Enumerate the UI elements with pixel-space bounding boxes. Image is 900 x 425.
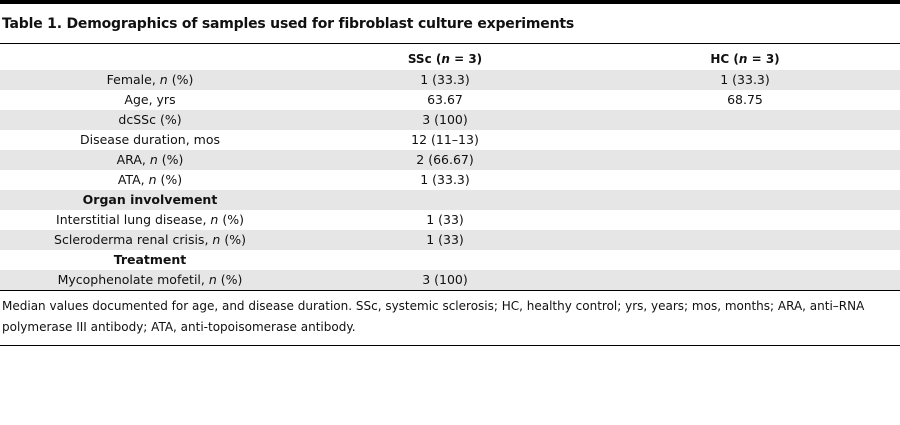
body-rule bbox=[0, 290, 900, 291]
bottom-rule bbox=[0, 345, 900, 346]
column-header-ssc: SSc (n = 3) bbox=[407, 52, 483, 66]
row-label: Disease duration, mos bbox=[79, 132, 221, 147]
ssc-value: 12 (11–13) bbox=[411, 132, 479, 147]
row-label: Mycophenolate mofetil, n (%) bbox=[57, 272, 243, 287]
row-label: Age, yrs bbox=[124, 92, 176, 107]
ssc-value: 3 (100) bbox=[422, 112, 468, 127]
table-row: Mycophenolate mofetil, n (%) 3 (100) bbox=[0, 270, 900, 290]
ssc-value: 1 (33.3) bbox=[420, 172, 470, 187]
section-label: Organ involvement bbox=[82, 192, 218, 207]
ssc-value: 1 (33.3) bbox=[420, 72, 470, 87]
table-title: Table 1. Demographics of samples used fo… bbox=[2, 16, 574, 32]
table-row: Age, yrs 63.67 68.75 bbox=[0, 90, 900, 110]
header-rule bbox=[0, 43, 900, 44]
row-label: Scleroderma renal crisis, n (%) bbox=[54, 232, 246, 247]
row-label: ARA, n (%) bbox=[116, 152, 184, 167]
table-row: Scleroderma renal crisis, n (%) 1 (33) bbox=[0, 230, 900, 250]
table-footnote: Median values documented for age, and di… bbox=[2, 299, 865, 334]
ssc-value: 1 (33) bbox=[426, 212, 464, 227]
table-row: Female, n (%) 1 (33.3) 1 (33.3) bbox=[0, 70, 900, 90]
row-label: Interstitial lung disease, n (%) bbox=[56, 212, 244, 227]
table-row: ARA, n (%) 2 (66.67) bbox=[0, 150, 900, 170]
row-label: Female, n (%) bbox=[106, 72, 194, 87]
top-rule bbox=[0, 0, 900, 4]
table-row: Interstitial lung disease, n (%) 1 (33) bbox=[0, 210, 900, 230]
row-label: ATA, n (%) bbox=[117, 172, 183, 187]
row-label: dcSSc (%) bbox=[118, 112, 182, 127]
table-header: SSc (n = 3) HC (n = 3) bbox=[0, 50, 900, 70]
table-row: dcSSc (%) 3 (100) bbox=[0, 110, 900, 130]
hc-value: 68.75 bbox=[727, 92, 763, 107]
table-row: ATA, n (%) 1 (33.3) bbox=[0, 170, 900, 190]
section-row-treatment: Treatment bbox=[0, 250, 900, 270]
ssc-value: 63.67 bbox=[427, 92, 463, 107]
ssc-value: 1 (33) bbox=[426, 232, 464, 247]
column-header-hc: HC (n = 3) bbox=[710, 52, 780, 66]
hc-value: 1 (33.3) bbox=[720, 72, 770, 87]
table-row: Disease duration, mos 12 (11–13) bbox=[0, 130, 900, 150]
section-row-organ-involvement: Organ involvement bbox=[0, 190, 900, 210]
table-body: Female, n (%) 1 (33.3) 1 (33.3) Age, yrs… bbox=[0, 70, 900, 290]
ssc-value: 3 (100) bbox=[422, 272, 468, 287]
ssc-value: 2 (66.67) bbox=[416, 152, 474, 167]
section-label: Treatment bbox=[113, 252, 187, 267]
